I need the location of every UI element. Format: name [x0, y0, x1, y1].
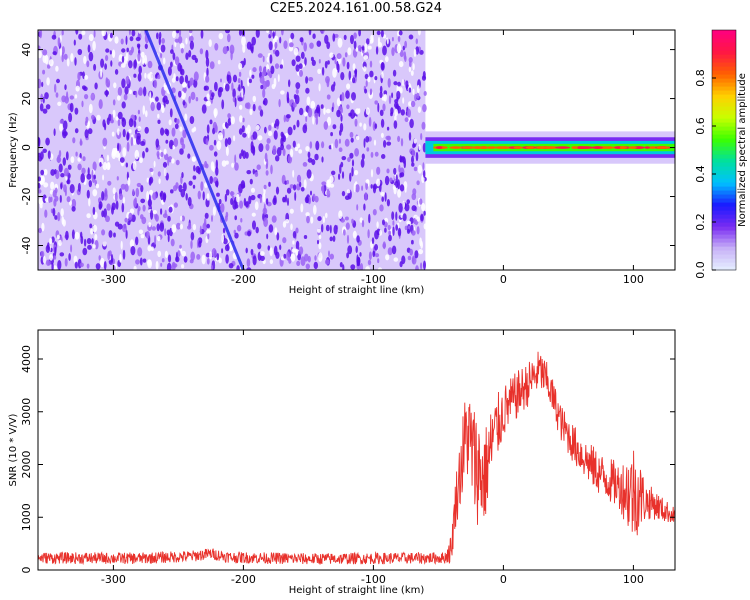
y-tick-label: 1000: [20, 503, 33, 531]
spectrogram-plot-area: [38, 30, 675, 270]
x-tick-label: 100: [623, 273, 644, 286]
x-axis-label: Height of straight line (km): [289, 585, 425, 596]
y-tick-label: 20: [20, 92, 33, 106]
signal-band: [425, 131, 675, 164]
snr-series-line: [38, 351, 675, 566]
y-tick-label: 40: [20, 43, 33, 57]
drift-track: [144, 30, 245, 270]
x-tick-label: -300: [101, 573, 126, 586]
spectrogram-frame: [37, 29, 676, 271]
snr-frame: [37, 329, 676, 571]
snr-plot-area: [38, 330, 675, 570]
snr-background: [38, 330, 675, 570]
x-tick-label: -100: [361, 573, 386, 586]
page-title: C2E5.2024.161.00.58.G24: [269, 1, 443, 16]
y-tick-label: 0: [20, 567, 33, 574]
colorbar-tick-label: 0.2: [694, 213, 707, 231]
colorbar-tick-label: 0.6: [694, 117, 707, 135]
x-tick-label: -100: [361, 273, 386, 286]
y-axis-label: Frequency (Hz): [8, 112, 19, 188]
colorbar-frame: [711, 29, 737, 271]
colorbar-label: Normalized spectral amplitude: [737, 73, 748, 227]
y-tick-label: 3000: [20, 398, 33, 426]
x-tick-label: -300: [101, 273, 126, 286]
x-tick-label: -200: [231, 573, 256, 586]
x-axis-label: Height of straight line (km): [289, 285, 425, 296]
colorbar-tick-label: 0.0: [694, 261, 707, 279]
x-tick-label: 0: [500, 573, 507, 586]
colorbar-tick-label: 0.4: [694, 165, 707, 183]
x-tick-label: 0: [500, 273, 507, 286]
y-tick-label: 2000: [20, 451, 33, 479]
noise-speckle: [38, 30, 427, 270]
colorbar: 0.0 0.2 0.4 0.6 0.8 Normalized spectral ampli…: [694, 29, 748, 279]
colorbar-tick-label: 0.8: [694, 69, 707, 87]
y-tick-label: -20: [20, 188, 33, 206]
y-tick-label: 4000: [20, 345, 33, 373]
x-tick-label: -200: [231, 273, 256, 286]
y-tick-label: 0: [20, 144, 33, 151]
x-tick-label: 100: [623, 573, 644, 586]
y-axis-label: SNR (10 * V/V): [8, 413, 19, 486]
y-tick-label: -40: [20, 237, 33, 255]
snr-panel: -300 -200 -100 0 10001000200030004000Height …: [8, 329, 676, 596]
